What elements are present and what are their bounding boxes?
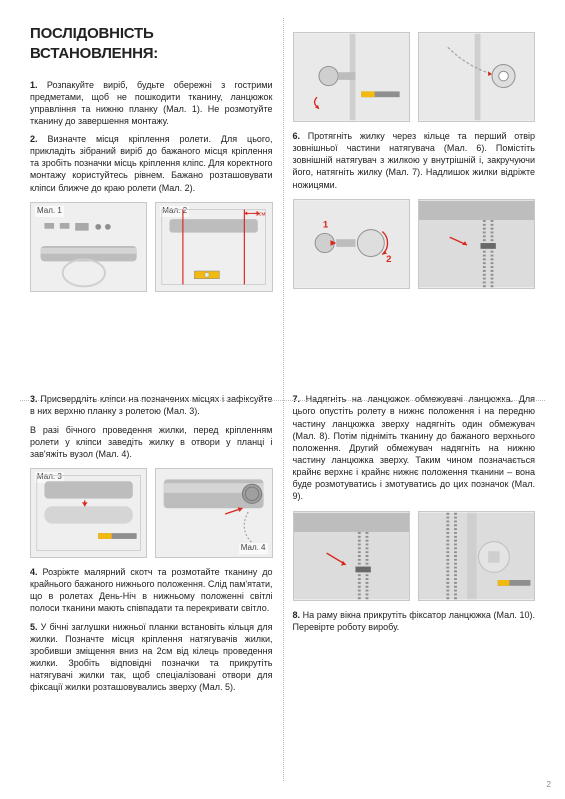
step-3: 3. Присвердліть кліпси на позначених міс… [30, 393, 273, 417]
figure-3: Мал. 3 [30, 468, 147, 558]
figure-5: Мал. 5 [293, 32, 410, 122]
step-5: 5. У бічні заглушки нижньої планки встан… [30, 621, 273, 694]
quadrant-top-left: ПОСЛІДОВНІСТЬ ВСТАНОВЛЕННЯ: 1. Розпакуйт… [20, 18, 283, 387]
svg-text:1: 1 [322, 219, 328, 230]
step-8: 8. На раму вікна прикрутіть фіксатор лан… [293, 609, 536, 633]
step-1: 1. Розпакуйте виріб, будьте обережні з г… [30, 79, 273, 128]
figure-8: Мал. 8 [418, 199, 535, 289]
svg-text:~5см: ~5см [252, 211, 265, 217]
step-7: 7. Надягніть на ланцюжок обмежувачі ланц… [293, 393, 536, 502]
svg-text:2: 2 [386, 254, 391, 265]
horizontal-divider [20, 400, 545, 401]
figure-2: Мал. 2 ~5см [155, 202, 272, 292]
figure-1: Мал. 1 [30, 202, 147, 292]
quadrant-top-right: Мал. 5 Мал. 6 [283, 18, 546, 387]
quadrant-bottom-right: 7. Надягніть на ланцюжок обмежувачі ланц… [283, 387, 546, 787]
figure-4: Мал. 4 [155, 468, 272, 558]
figure-7: Мал. 7 1 2 [293, 199, 410, 289]
page-number: 2 [547, 780, 551, 791]
figure-9: Мал. 9 [293, 511, 410, 601]
quadrant-bottom-left: 3. Присвердліть кліпси на позначених міс… [20, 387, 283, 787]
step-3b: В разі бічного проведення жилки, перед к… [30, 424, 273, 460]
step-2: 2. Визначте місця кріплення ролети. Для … [30, 133, 273, 194]
step-4: 4. Розріжте малярний скотч та розмотайте… [30, 566, 273, 615]
page-title: ПОСЛІДОВНІСТЬ ВСТАНОВЛЕННЯ: [30, 24, 273, 65]
figure-10: Мал. 10 [418, 511, 535, 601]
step-6: 6. Протягніть жилку через кільце та перш… [293, 130, 536, 191]
figure-6: Мал. 6 [418, 32, 535, 122]
